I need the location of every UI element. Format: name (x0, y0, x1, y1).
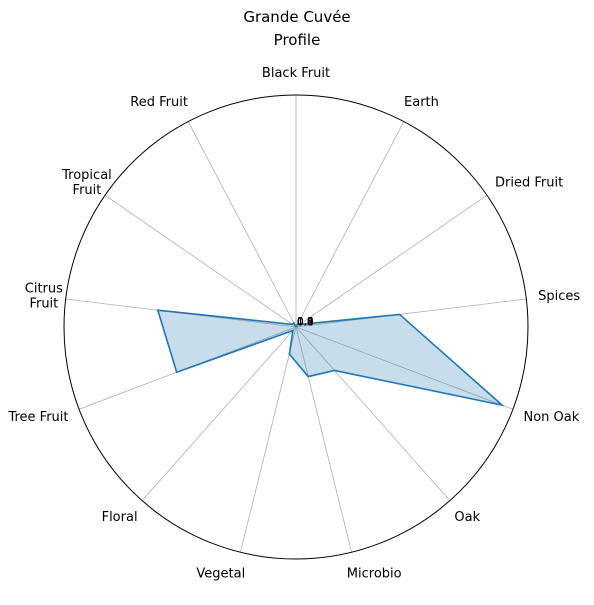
series-area (157, 310, 503, 406)
series-line (156, 309, 505, 407)
spoke-line (295, 121, 405, 328)
category-label: Dried Fruit (495, 176, 563, 191)
radial-tick-label: 1.0 (297, 316, 314, 328)
category-labels: Black Fruit Earth Dried Fruit Spices Non Oak… (7, 66, 580, 582)
category-label: Citrus Fruit (25, 282, 63, 312)
spoke-line (141, 326, 297, 501)
category-label: Oak (454, 510, 480, 525)
spoke-line (295, 326, 514, 410)
spoke-line (295, 298, 527, 328)
radial-grid (63, 94, 529, 560)
category-label: Microbio (347, 566, 402, 581)
spoke-line (240, 326, 297, 553)
category-label: Tree Fruit (7, 410, 68, 425)
category-label: Floral (102, 510, 138, 525)
spoke-line (295, 326, 451, 501)
spoke-line (187, 121, 297, 328)
radial-tick-label: 0.8 (297, 317, 314, 329)
category-label: Vegetal (196, 566, 245, 581)
radial-tick-label: 0.2 (297, 316, 314, 328)
radial-tick-label: 0.6 (297, 316, 314, 328)
category-label: Tropical Fruit (61, 168, 112, 198)
category-label: Spices (538, 289, 580, 304)
series-layer (156, 309, 505, 407)
chart-title-line-1: Grande Cuvée (243, 8, 350, 26)
radial-tick-label: 0.4 (297, 317, 314, 329)
outer-frame (63, 94, 529, 560)
chart-title-line-2: Profile (274, 31, 321, 49)
radial-tick-labels: 0.20.40.60.81.0 (297, 316, 314, 329)
category-label: Non Oak (523, 410, 579, 425)
category-label: Black Fruit (262, 66, 330, 81)
spoke-line (295, 326, 352, 553)
spoke-line (295, 194, 488, 328)
category-label: Red Fruit (130, 95, 188, 110)
category-label: Earth (404, 95, 439, 110)
spoke-line (104, 194, 297, 328)
